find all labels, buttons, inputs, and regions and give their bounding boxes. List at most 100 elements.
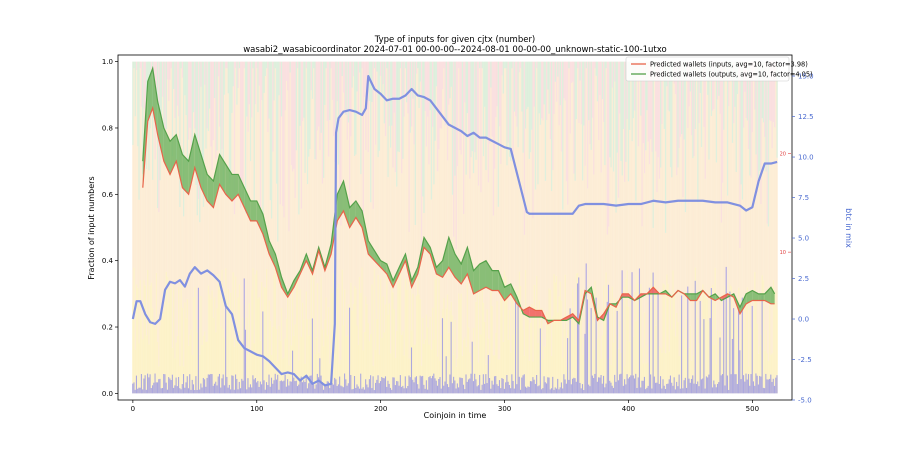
- blue-bar: [679, 388, 681, 394]
- bg-band-orange: [253, 201, 255, 344]
- blue-bar: [265, 382, 268, 394]
- blue-bar: [310, 375, 312, 394]
- bg-band-orange: [466, 113, 469, 283]
- bg-band-orange: [425, 146, 428, 315]
- blue-bar: [321, 382, 323, 394]
- blue-bar: [720, 375, 722, 394]
- bg-band-top: [288, 61, 290, 232]
- bg-band-yellow: [688, 347, 690, 394]
- bg-band-top: [552, 61, 554, 171]
- blue-bar: [576, 283, 579, 394]
- blue-bar: [661, 388, 663, 394]
- bg-band-top: [772, 61, 775, 123]
- bg-band-top: [658, 61, 661, 179]
- fill-segment: [523, 307, 530, 318]
- blue-bar: [723, 297, 725, 394]
- bg-band-yellow: [396, 330, 398, 394]
- bg-band-top: [353, 61, 356, 156]
- blue-bar: [655, 382, 657, 394]
- blue-bar: [656, 382, 658, 394]
- bg-band-orange: [173, 88, 175, 282]
- bg-band-top: [517, 61, 519, 148]
- bg-band-yellow: [588, 322, 590, 394]
- bg-band-top: [757, 61, 760, 187]
- bg-band-orange: [247, 131, 249, 356]
- bg-band-top: [334, 61, 336, 163]
- bg-band-yellow: [554, 282, 557, 394]
- bg-band-orange: [339, 200, 341, 365]
- bg-band-orange: [301, 121, 304, 303]
- blue-bar: [294, 381, 296, 394]
- bg-band-yellow: [501, 277, 503, 394]
- bg-band-yellow: [253, 343, 255, 394]
- bg-band-top: [558, 61, 560, 126]
- bg-band-yellow: [712, 284, 714, 394]
- bg-band-top: [290, 61, 293, 166]
- bg-band-top: [237, 61, 239, 88]
- bg-band-top: [190, 61, 192, 181]
- bg-band-orange: [273, 100, 275, 275]
- bg-band-top: [420, 61, 423, 250]
- fill-segment: [566, 313, 573, 321]
- bg-band-orange: [521, 111, 523, 314]
- bg-band-top: [435, 61, 438, 87]
- bg-band-orange: [745, 118, 747, 306]
- bg-band-yellow: [503, 270, 506, 394]
- bg-band-top: [719, 61, 721, 114]
- bg-band-orange: [633, 110, 636, 292]
- blue-bar: [235, 374, 237, 394]
- blue-bar: [432, 375, 434, 394]
- bg-band-top: [393, 61, 395, 113]
- bg-band-orange: [418, 108, 420, 295]
- blue-bar: [246, 389, 248, 394]
- bg-band-yellow: [143, 280, 145, 394]
- blue-bar: [153, 382, 155, 394]
- bg-band-orange: [617, 197, 620, 349]
- bg-band-orange: [598, 140, 600, 300]
- bg-band-yellow: [337, 283, 340, 394]
- bg-band-top: [769, 61, 771, 121]
- bg-band-orange: [591, 117, 594, 288]
- bg-band-yellow: [180, 284, 182, 394]
- bg-band-orange: [484, 106, 486, 322]
- bg-band-orange: [138, 199, 140, 344]
- bg-band-top: [568, 61, 570, 69]
- fill-segment: [250, 200, 257, 221]
- bg-band-orange: [710, 116, 713, 337]
- blue-bar: [596, 381, 598, 394]
- bg-band-orange: [679, 136, 682, 308]
- bg-band-top: [455, 61, 457, 250]
- bg-band-orange: [515, 116, 517, 287]
- bg-band-yellow: [454, 319, 456, 394]
- bg-band-top: [688, 61, 690, 107]
- blue-bar: [642, 380, 644, 394]
- bg-band-orange: [235, 68, 237, 277]
- blue-bar: [461, 378, 463, 394]
- bg-band-top: [414, 61, 417, 225]
- blue-bar: [319, 358, 321, 394]
- bg-band-yellow: [498, 359, 501, 394]
- blue-bar: [179, 388, 181, 394]
- bg-band-top: [585, 61, 588, 69]
- bg-band-top: [436, 61, 439, 172]
- bg-band-orange: [296, 68, 299, 274]
- blue-bar: [502, 378, 504, 394]
- bg-band-yellow: [402, 331, 404, 394]
- bg-band-orange: [324, 104, 326, 320]
- bg-band-top: [498, 61, 501, 127]
- blue-bar: [202, 377, 204, 394]
- blue-bar: [767, 379, 769, 394]
- bg-band-top: [645, 61, 647, 151]
- bg-band-yellow: [209, 294, 211, 394]
- bg-band-yellow: [512, 334, 514, 394]
- bg-band-orange: [584, 165, 586, 362]
- bg-band-orange: [673, 83, 675, 293]
- blue-bar: [258, 386, 260, 394]
- blue-bar: [148, 377, 150, 394]
- bg-band-top: [152, 61, 154, 180]
- bg-band-yellow: [713, 344, 715, 394]
- bg-band-orange: [265, 68, 268, 270]
- bg-band-yellow: [771, 353, 773, 394]
- blue-bar: [501, 378, 503, 394]
- fill-segment: [368, 240, 375, 261]
